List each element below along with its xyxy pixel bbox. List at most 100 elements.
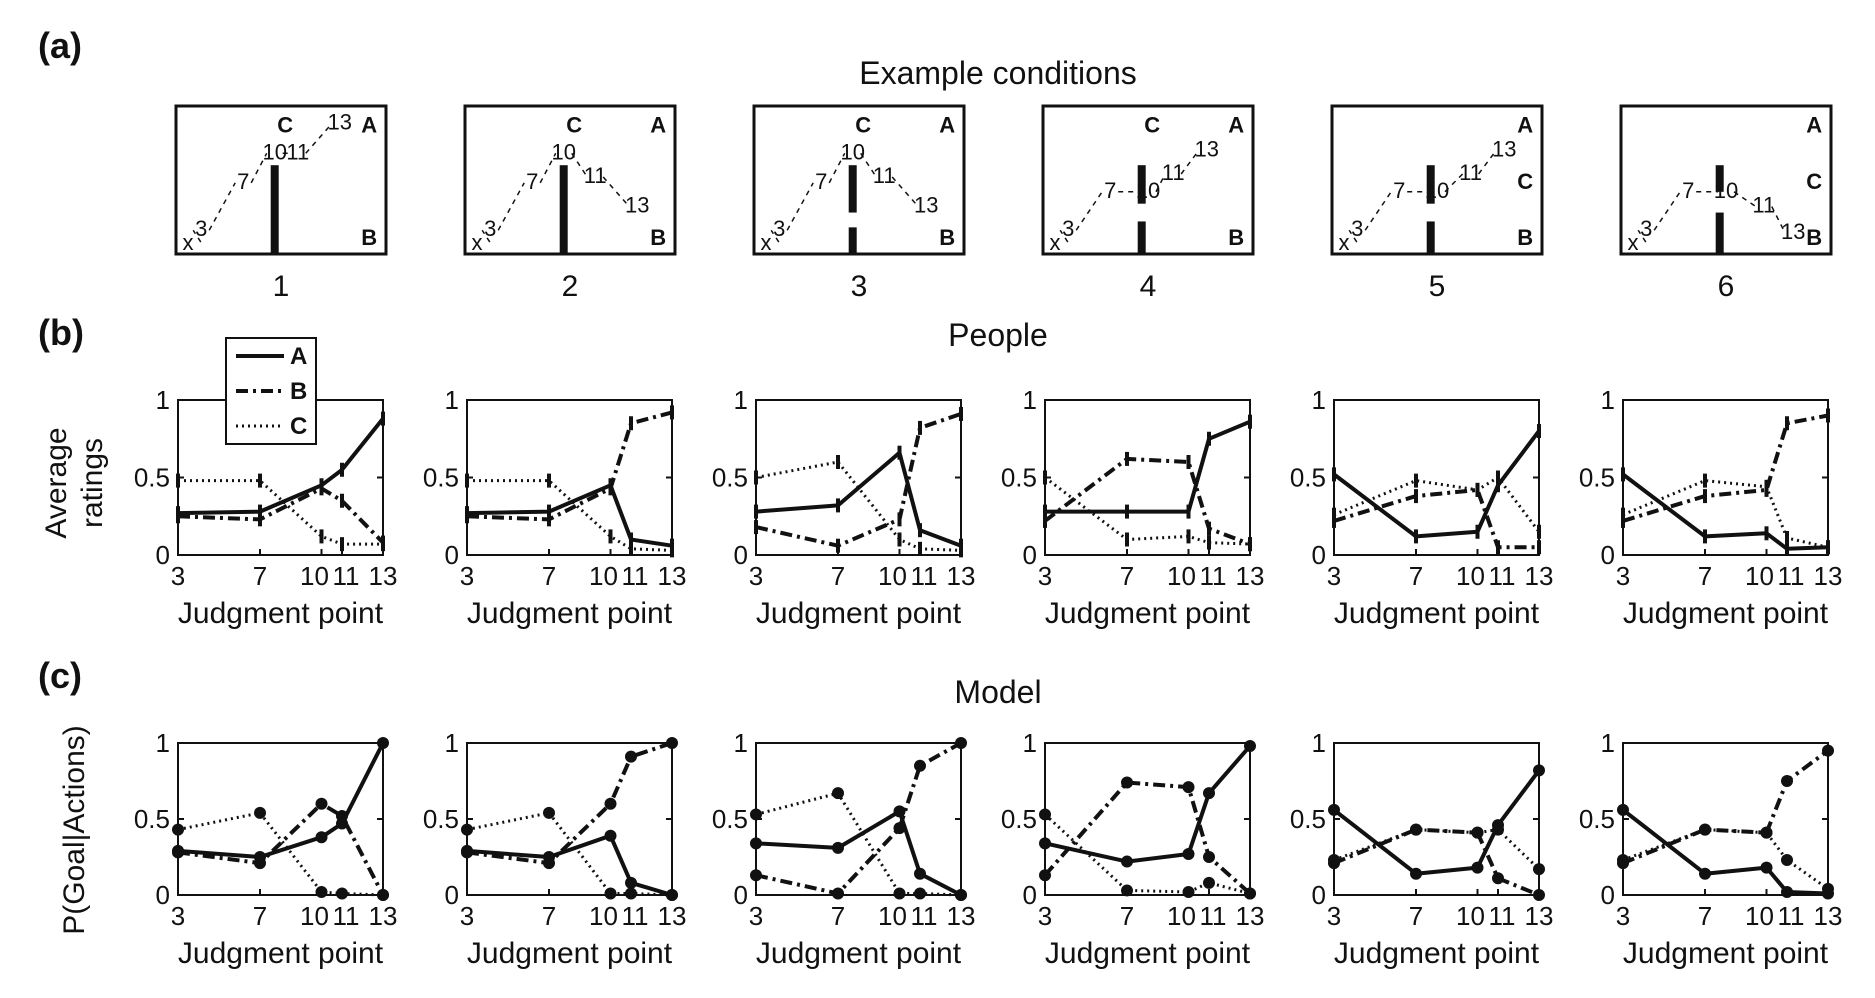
maze-path-label: 7 <box>237 169 249 194</box>
x-tick-label: 10 <box>1456 561 1485 591</box>
maze-path-label: 13 <box>625 193 649 218</box>
data-point-C <box>336 887 348 900</box>
series-line-B <box>466 741 673 866</box>
x-tick-label: 3 <box>1038 561 1052 591</box>
maze-path-label: 3 <box>195 216 207 241</box>
maze-start-label: x <box>761 230 772 255</box>
maze-path-dash <box>1348 229 1358 243</box>
maze-path-dash <box>1653 191 1681 231</box>
maze-path-label: 3 <box>1062 216 1074 241</box>
data-point-C <box>1328 854 1340 867</box>
x-tick-label: 3 <box>460 561 474 591</box>
x-tick-label: 10 <box>1745 901 1774 931</box>
y-tick-label: 1 <box>734 385 748 415</box>
x-tick-label: 7 <box>1120 561 1134 591</box>
series-line-B <box>177 486 385 545</box>
maze-border <box>1041 104 1255 256</box>
maze-path-label: 11 <box>584 163 607 188</box>
maze-start-label: x <box>1628 230 1639 255</box>
maze-path-label: 11 <box>1459 160 1482 185</box>
x-tick-label: 11 <box>1489 561 1516 591</box>
maze-border <box>1330 104 1544 256</box>
maze-path-label: 10 <box>1714 178 1738 203</box>
series-line-B <box>1622 413 1829 523</box>
maze-goal-label: B <box>1228 225 1244 250</box>
data-point-A <box>1410 867 1422 880</box>
y-tick-label: 1 <box>1023 385 1037 415</box>
x-tick-label: 7 <box>1698 901 1712 931</box>
maze-start-label: x <box>183 230 194 255</box>
x-tick-label: 7 <box>1120 901 1134 931</box>
x-tick-label: 3 <box>171 901 185 931</box>
y-tick-label: 1 <box>1601 385 1615 415</box>
y-tick-label: 1 <box>156 385 170 415</box>
x-tick-label: 3 <box>749 561 763 591</box>
x-tick-label: 13 <box>1525 901 1554 931</box>
maze-path-label: 10 <box>262 139 286 164</box>
plot-frame <box>1333 399 1540 556</box>
x-tick-label: 10 <box>300 561 329 591</box>
maze-goal-label: C <box>277 113 293 138</box>
data-point-C <box>604 887 617 900</box>
maze-goal-label: C <box>566 113 582 138</box>
panel-label-a: (a) <box>38 25 82 66</box>
x-axis-label: Judgment point <box>1334 937 1540 970</box>
x-tick-label: 7 <box>253 901 267 931</box>
series-line-B <box>755 741 962 896</box>
x-tick-label: 10 <box>1167 561 1196 591</box>
data-point-A <box>625 876 637 889</box>
title-model: Model <box>954 674 1041 710</box>
x-tick-label: 11 <box>1778 561 1805 591</box>
maze-goal-label: C <box>855 113 871 138</box>
series-line-C <box>1333 476 1541 533</box>
series-line-B <box>1043 456 1251 546</box>
y-tick-label: 0.5 <box>134 463 170 493</box>
data-point-A <box>1760 861 1773 874</box>
y-tick-label: 1 <box>734 728 748 758</box>
x-tick-label: 11 <box>333 561 360 591</box>
x-tick-label: 7 <box>831 901 845 931</box>
data-point-B <box>955 737 967 749</box>
series-line-C <box>177 811 384 897</box>
x-tick-label: 3 <box>1616 901 1630 931</box>
condition-number-3: 3 <box>851 270 868 303</box>
maze-wall <box>1715 165 1724 192</box>
data-point-C <box>172 823 184 836</box>
y-tick-label: 0 <box>1312 880 1326 910</box>
x-axis-label: Judgment point <box>756 597 962 630</box>
x-tick-label: 11 <box>911 561 938 591</box>
maze-path-label: 3 <box>1351 216 1363 241</box>
data-point-C <box>1533 863 1545 876</box>
x-axis-label: Judgment point <box>756 937 962 970</box>
x-tick-label: 10 <box>589 901 618 931</box>
maze-goal-label: C <box>1144 113 1160 138</box>
maze-path-dash <box>1771 206 1786 234</box>
x-axis-label: Judgment point <box>178 597 384 630</box>
maze-goal-label: B <box>1517 225 1533 250</box>
x-tick-label: 7 <box>1698 561 1712 591</box>
condition-number-5: 5 <box>1429 270 1446 303</box>
maze-path-dash <box>1733 191 1757 208</box>
maze-border <box>1619 104 1833 256</box>
y-tick-label: 0.5 <box>1290 463 1326 493</box>
maze-condition-2: x3 7 10 11 13 C A B 2 <box>463 104 677 303</box>
maze-goal-label: B <box>361 225 377 250</box>
data-point-A <box>750 837 762 850</box>
x-tick-label: 13 <box>1236 561 1265 591</box>
x-tick-label: 10 <box>300 901 329 931</box>
data-point-A <box>1203 787 1215 800</box>
maze-path-dash <box>1059 229 1069 243</box>
maze-start-label: x <box>1339 230 1350 255</box>
data-point-C <box>1039 808 1051 821</box>
data-point-A <box>1328 803 1340 816</box>
series-line-B <box>1333 487 1539 550</box>
series-line-C <box>467 479 673 552</box>
maze-goal-label: C <box>1517 169 1533 194</box>
y-tick-label: 1 <box>156 728 170 758</box>
data-point-A <box>832 841 844 854</box>
maze-path-dash <box>602 176 630 208</box>
series-line-C <box>755 460 962 552</box>
